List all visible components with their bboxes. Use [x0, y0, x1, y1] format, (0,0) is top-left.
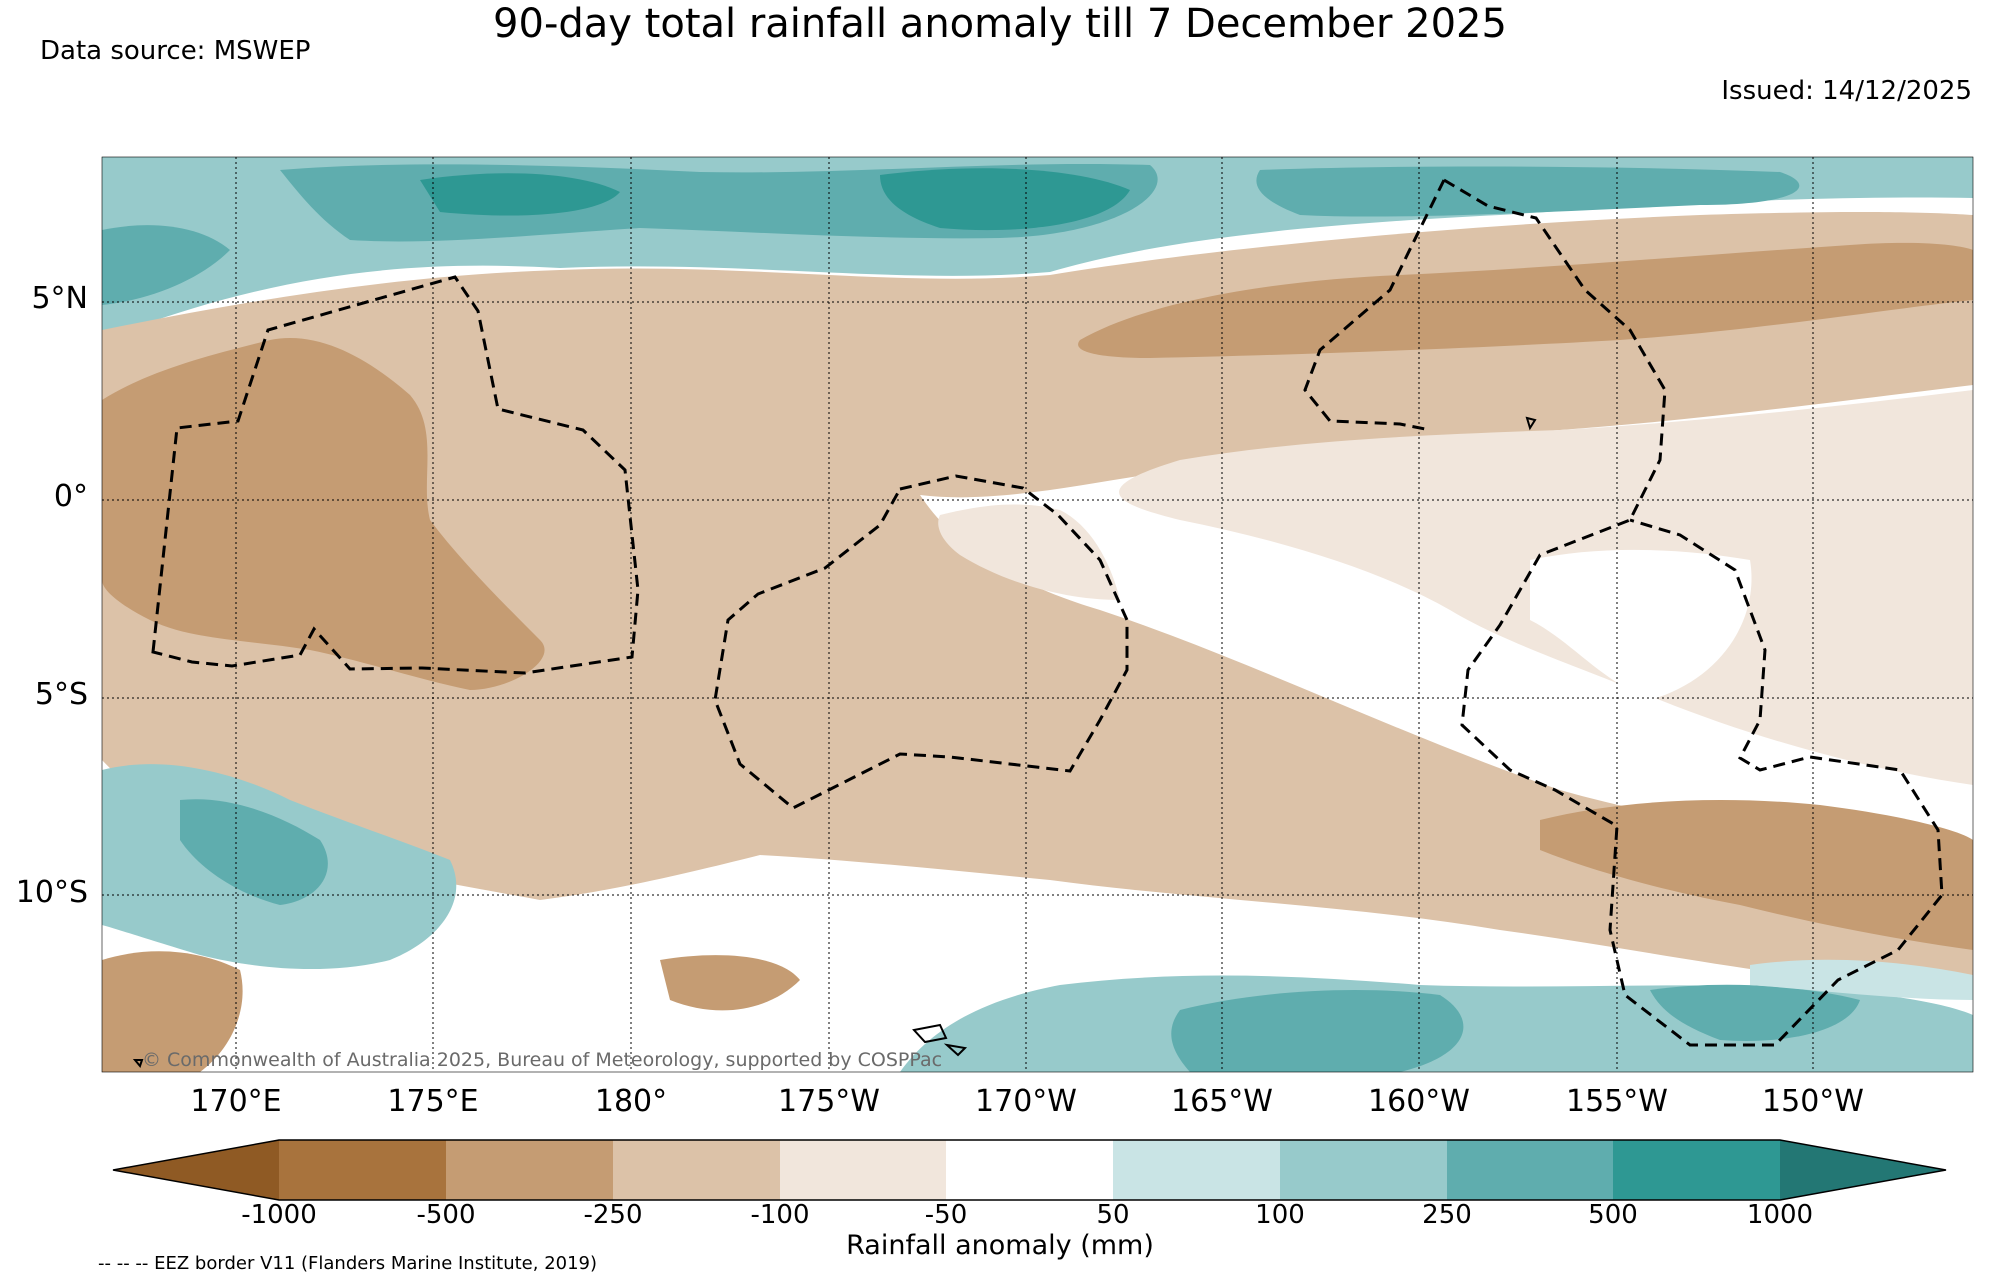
lon-label-170w: 170°W	[975, 1084, 1077, 1119]
colorbar-tick-3: -250	[583, 1200, 643, 1230]
colorbar-tick-4: -100	[750, 1200, 810, 1230]
copyright-notice: © Commonwealth of Australia 2025, Bureau…	[142, 1049, 943, 1071]
colorbar-low-arrow	[113, 1140, 279, 1200]
lat-label-5s: 5°S	[34, 677, 88, 712]
eez-border-note: -- -- -- EEZ border V11 (Flanders Marine…	[98, 1253, 598, 1274]
colorbar-segment-6	[1113, 1140, 1280, 1200]
colorbar-tick-8: 250	[1422, 1200, 1472, 1230]
colorbar-outline	[112, 1139, 1947, 1201]
colorbar-tick-10: 1000	[1746, 1200, 1814, 1230]
colorbar-label: Rainfall anomaly (mm)	[846, 1230, 1154, 1261]
colorbar-tick-7: 100	[1255, 1200, 1305, 1230]
lat-label-0: 0°	[53, 479, 88, 514]
colorbar-segment-5	[946, 1140, 1113, 1200]
eez-line-islands	[1443, 178, 1944, 1047]
lat-label-5n: 5°N	[31, 281, 88, 316]
colorbar-tick-1: -1000	[241, 1200, 317, 1230]
southwest-wet-core	[180, 799, 328, 905]
colorbar-segment-7	[1280, 1140, 1447, 1200]
dry-region	[102, 211, 1973, 991]
south-wet-core-1	[1171, 990, 1464, 1072]
south-wet-fringe	[1750, 959, 1973, 1000]
lon-label-165w: 165°W	[1171, 1084, 1273, 1119]
lon-label-175e: 175°E	[387, 1084, 479, 1119]
islands	[132, 416, 1537, 1069]
north-wet-west	[102, 225, 230, 305]
lat-label-10s: 10°S	[15, 875, 88, 910]
colorbar-tick-2: -500	[416, 1200, 476, 1230]
colorbar-segment-9	[1613, 1140, 1780, 1200]
eez-gilbert-islands	[151, 275, 640, 675]
south-wet-core-2	[1650, 984, 1860, 1041]
island-shape-1	[912, 1023, 948, 1044]
colorbar-segment-8	[1447, 1140, 1613, 1200]
issued-date: Issued: 14/12/2025	[1721, 76, 1972, 106]
north-wet-east	[1256, 166, 1800, 217]
island-shape-2	[943, 1043, 968, 1057]
island-shape-4	[132, 1059, 144, 1069]
strong-dry-patch	[660, 955, 800, 1011]
lightdry-center	[938, 504, 1120, 600]
data-source: Data source: MSWEP	[40, 36, 311, 66]
north-wet-peak-2	[880, 168, 1130, 231]
eez-phoenix-islands	[713, 474, 1129, 810]
colorbar-segment-4	[780, 1140, 946, 1200]
lon-label-180: 180°	[594, 1084, 668, 1119]
colorbar-segment-1	[279, 1140, 446, 1200]
colorbar-segment-2	[446, 1140, 613, 1200]
island-shape-3	[1525, 416, 1537, 431]
lon-label-160w: 160°W	[1368, 1084, 1470, 1119]
colorbar	[112, 1139, 1947, 1201]
lon-label-155w: 155°W	[1566, 1084, 1668, 1119]
eez-borders	[151, 178, 1944, 1047]
strong-dry-southeast	[1540, 800, 1973, 950]
strong-dry-west	[102, 338, 545, 690]
north-wet-peak-1	[420, 173, 620, 216]
lon-label-170e: 170°E	[190, 1084, 282, 1119]
lon-label-175w: 175°W	[778, 1084, 880, 1119]
lon-label-150w: 150°W	[1762, 1084, 1864, 1119]
colorbar-segment-3	[613, 1140, 780, 1200]
eez-north-line	[1303, 179, 1446, 432]
map-frame	[101, 156, 1974, 1073]
colorbar-tick-5: -50	[924, 1200, 968, 1230]
map-title: 90-day total rainfall anomaly till 7 Dec…	[493, 1, 1507, 47]
neutral-east-pocket	[1530, 549, 1752, 700]
colorbar-tick-6: 50	[1096, 1200, 1130, 1230]
colorbar-high-arrow	[1780, 1140, 1946, 1200]
strong-dry-southwest	[102, 951, 243, 1072]
strong-dry-north	[1078, 242, 1973, 358]
colorbar-tick-9: 500	[1588, 1200, 1638, 1230]
